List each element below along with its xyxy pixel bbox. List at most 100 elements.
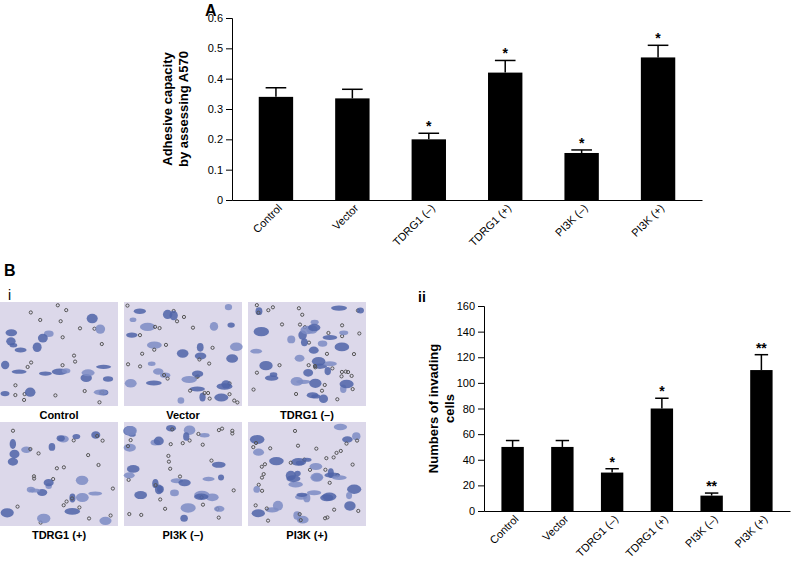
y-tick-mark xyxy=(478,485,484,486)
y-tick-mark xyxy=(478,434,484,435)
cell xyxy=(218,475,224,481)
error-bar xyxy=(506,441,519,447)
bar xyxy=(488,73,522,200)
y-tick: 20 xyxy=(463,479,484,491)
x-tick-label: TDRG1 (–) xyxy=(574,513,621,560)
cell xyxy=(95,324,105,333)
cell xyxy=(1,361,9,369)
x-tick-label: PI3K (–) xyxy=(683,513,720,550)
cell xyxy=(183,432,189,441)
cell xyxy=(226,354,238,363)
micrograph xyxy=(0,302,118,406)
cell xyxy=(1,391,10,396)
pore xyxy=(167,460,170,463)
pore xyxy=(358,332,361,335)
cell xyxy=(273,501,283,511)
cell xyxy=(153,368,163,374)
cell xyxy=(194,491,209,499)
x-tick-label: PI3K (+) xyxy=(629,202,666,239)
significance: * xyxy=(426,118,432,134)
y-tick-label: 0.5 xyxy=(208,42,223,54)
cell xyxy=(255,307,262,315)
cell xyxy=(21,446,31,453)
pore xyxy=(37,452,40,455)
pore xyxy=(201,503,204,506)
bar xyxy=(651,409,673,512)
x-tick: PI3K (–) xyxy=(683,511,720,550)
cell xyxy=(344,501,355,511)
x-tick: PI3K (+) xyxy=(732,511,769,550)
error-stem xyxy=(661,398,663,408)
pore xyxy=(323,383,326,386)
pore xyxy=(298,513,301,516)
cell xyxy=(339,330,348,335)
pore xyxy=(351,388,354,391)
cell xyxy=(178,397,185,403)
cell xyxy=(227,322,234,327)
cell xyxy=(332,475,347,480)
error-stem xyxy=(657,45,659,57)
error-bar xyxy=(556,441,569,447)
image-caption: PI3K (–) xyxy=(163,529,204,541)
pore xyxy=(211,346,214,349)
error-stem xyxy=(275,88,277,97)
pore xyxy=(138,334,141,337)
cell xyxy=(166,425,176,432)
pore xyxy=(101,439,104,442)
pore xyxy=(126,304,129,307)
cell xyxy=(154,437,164,446)
cell xyxy=(126,332,137,337)
pore xyxy=(55,467,58,470)
cell xyxy=(12,370,27,374)
pore xyxy=(263,463,266,466)
y-tick-mark xyxy=(478,306,484,307)
pore xyxy=(191,326,194,329)
image-background xyxy=(0,302,118,406)
pore xyxy=(352,352,355,355)
pore xyxy=(14,384,17,387)
bar xyxy=(335,98,369,200)
micrograph xyxy=(0,422,118,526)
y-tick-mark xyxy=(226,79,232,80)
pore xyxy=(39,318,42,321)
y-tick-label: 40 xyxy=(463,454,475,466)
y-tick-label: 120 xyxy=(457,351,475,363)
cell xyxy=(318,340,327,346)
x-axis: ControlVectorTDRG1 (–)TDRG1 (+)PI3K (–)P… xyxy=(485,511,791,559)
pore xyxy=(96,434,99,437)
y-tick: 0.5 xyxy=(208,42,232,54)
cell xyxy=(325,367,331,375)
cell xyxy=(33,342,42,352)
cell xyxy=(323,335,338,340)
cell xyxy=(125,379,137,388)
cell xyxy=(197,343,204,352)
y-axis-title: Numbers of invadingcells xyxy=(426,344,457,473)
pore xyxy=(335,451,338,454)
image-caption: Vector xyxy=(166,409,200,421)
pore xyxy=(325,352,328,355)
error-bar xyxy=(648,45,669,57)
pore xyxy=(158,327,161,330)
cell xyxy=(286,475,300,482)
cell xyxy=(39,371,52,375)
cell xyxy=(76,476,88,485)
pore xyxy=(171,428,174,431)
pore xyxy=(331,367,334,370)
pore xyxy=(269,447,272,450)
cell xyxy=(308,324,320,331)
cell xyxy=(177,349,189,357)
pore xyxy=(198,358,201,361)
pore xyxy=(16,505,19,508)
y-tick: 0 xyxy=(217,194,232,206)
y-tick-mark xyxy=(226,48,232,49)
cell xyxy=(194,494,208,500)
cell xyxy=(288,481,302,487)
micrograph xyxy=(248,302,366,406)
cell xyxy=(69,494,75,503)
pore xyxy=(333,508,336,511)
y-tick: 0.2 xyxy=(208,133,232,145)
cell xyxy=(335,343,350,352)
pore xyxy=(164,343,167,346)
pore xyxy=(153,348,156,351)
cell xyxy=(301,338,308,346)
